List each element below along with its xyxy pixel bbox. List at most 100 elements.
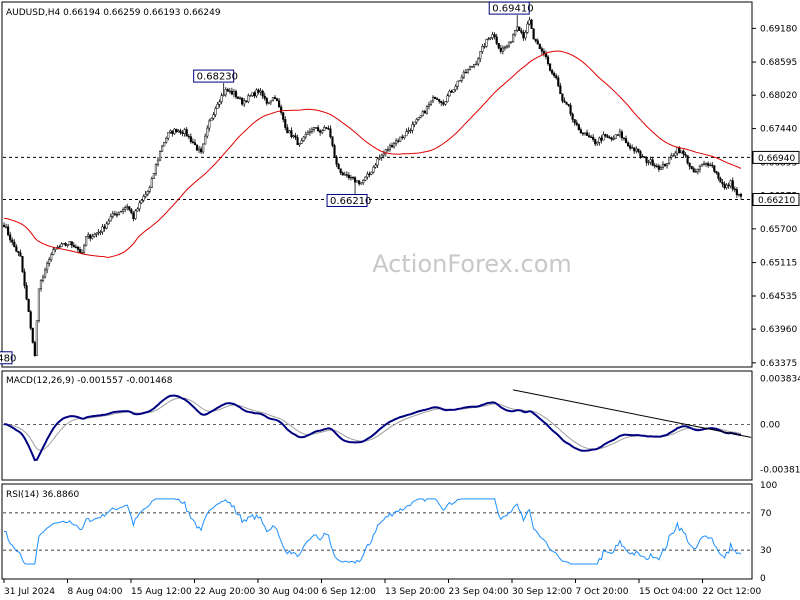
candle: [524, 30, 527, 41]
candle: [220, 92, 223, 105]
candle-body: [302, 136, 305, 141]
candle: [553, 71, 556, 78]
candle-body: [204, 135, 207, 145]
candle: [680, 150, 683, 154]
candle: [639, 150, 642, 159]
price-tick-label: 0.68020: [760, 91, 797, 101]
time-tick-label: 22 Oct 12:00: [703, 587, 762, 597]
candle-body: [456, 80, 459, 87]
candle: [249, 94, 252, 97]
candle: [604, 133, 607, 138]
candle: [458, 80, 461, 82]
price-annotation: 0.69410: [492, 4, 533, 15]
candle: [150, 176, 153, 189]
candle-body: [62, 243, 65, 245]
candle: [688, 162, 691, 170]
candle: [497, 43, 500, 50]
candle: [306, 130, 309, 135]
candle: [148, 185, 151, 194]
candle: [528, 16, 531, 26]
candle: [661, 161, 665, 170]
candle-body: [717, 172, 720, 179]
candle-body: [230, 90, 233, 95]
candle: [454, 84, 457, 92]
candle-body: [454, 86, 457, 90]
candle: [193, 139, 197, 146]
candle: [575, 119, 578, 127]
candle-body: [271, 97, 275, 101]
candle: [390, 142, 394, 148]
candle: [286, 124, 289, 134]
candle-body: [618, 131, 621, 136]
candle-body: [27, 298, 30, 312]
candle: [202, 143, 205, 154]
candle-body: [468, 66, 472, 70]
candle: [670, 152, 673, 160]
candle-body: [9, 234, 12, 241]
candle: [438, 98, 441, 104]
candle-body: [583, 132, 587, 134]
candle-body: [74, 246, 77, 249]
candle: [602, 131, 605, 141]
candle-body: [72, 244, 75, 248]
candle-body: [477, 58, 480, 65]
candle: [415, 118, 418, 125]
candle-body: [60, 243, 63, 247]
candle: [590, 134, 593, 138]
candle-body: [95, 232, 98, 235]
candle-body: [35, 320, 38, 356]
candle-body: [339, 168, 342, 174]
candle: [411, 121, 414, 134]
candle-body: [592, 136, 595, 140]
candle-body: [152, 173, 155, 179]
candle-body: [216, 104, 219, 109]
candle: [337, 162, 340, 170]
candle-body: [690, 166, 693, 169]
candle: [563, 97, 566, 103]
candle-body: [50, 254, 53, 260]
candle-body: [179, 130, 182, 133]
candle-body: [409, 129, 412, 132]
candle-body: [622, 137, 626, 139]
candle: [83, 243, 86, 255]
candle-body: [674, 152, 677, 156]
candle: [271, 97, 275, 102]
candle: [431, 95, 435, 104]
time-tick-label: 13 Sep 20:00: [385, 587, 445, 597]
candle-body: [78, 249, 82, 254]
candle-body: [676, 147, 679, 154]
candle-body: [483, 46, 486, 48]
level-label: 0.66210: [758, 196, 795, 206]
candle-body: [666, 163, 669, 166]
candle: [259, 87, 262, 96]
candle: [358, 180, 361, 186]
candle: [265, 96, 268, 106]
candle: [329, 125, 332, 139]
candle-body: [571, 113, 574, 120]
candle: [239, 96, 242, 100]
candle-body: [349, 176, 353, 179]
time-tick-label: 15 Aug 12:00: [131, 587, 192, 597]
candle-body: [335, 156, 338, 165]
candle: [177, 129, 180, 133]
candle: [540, 46, 543, 55]
candle-body: [97, 231, 100, 234]
candle: [702, 160, 706, 166]
candle-body: [370, 171, 373, 175]
candle-body: [390, 145, 394, 148]
candle: [696, 168, 699, 175]
candle: [66, 244, 69, 248]
candle: [208, 118, 211, 132]
candle-body: [473, 64, 476, 67]
candle-body: [288, 130, 291, 134]
candle: [222, 83, 225, 97]
candle: [666, 162, 669, 169]
candle-body: [594, 139, 597, 145]
candle: [60, 242, 63, 248]
candle: [466, 68, 470, 74]
candle: [175, 128, 178, 133]
candle: [263, 92, 266, 101]
candle: [739, 192, 743, 200]
macd-tick-label: 0.003834: [760, 375, 800, 385]
symbol-header: AUDUSD,H4 0.66194 0.66259 0.66193 0.6624…: [6, 8, 221, 18]
